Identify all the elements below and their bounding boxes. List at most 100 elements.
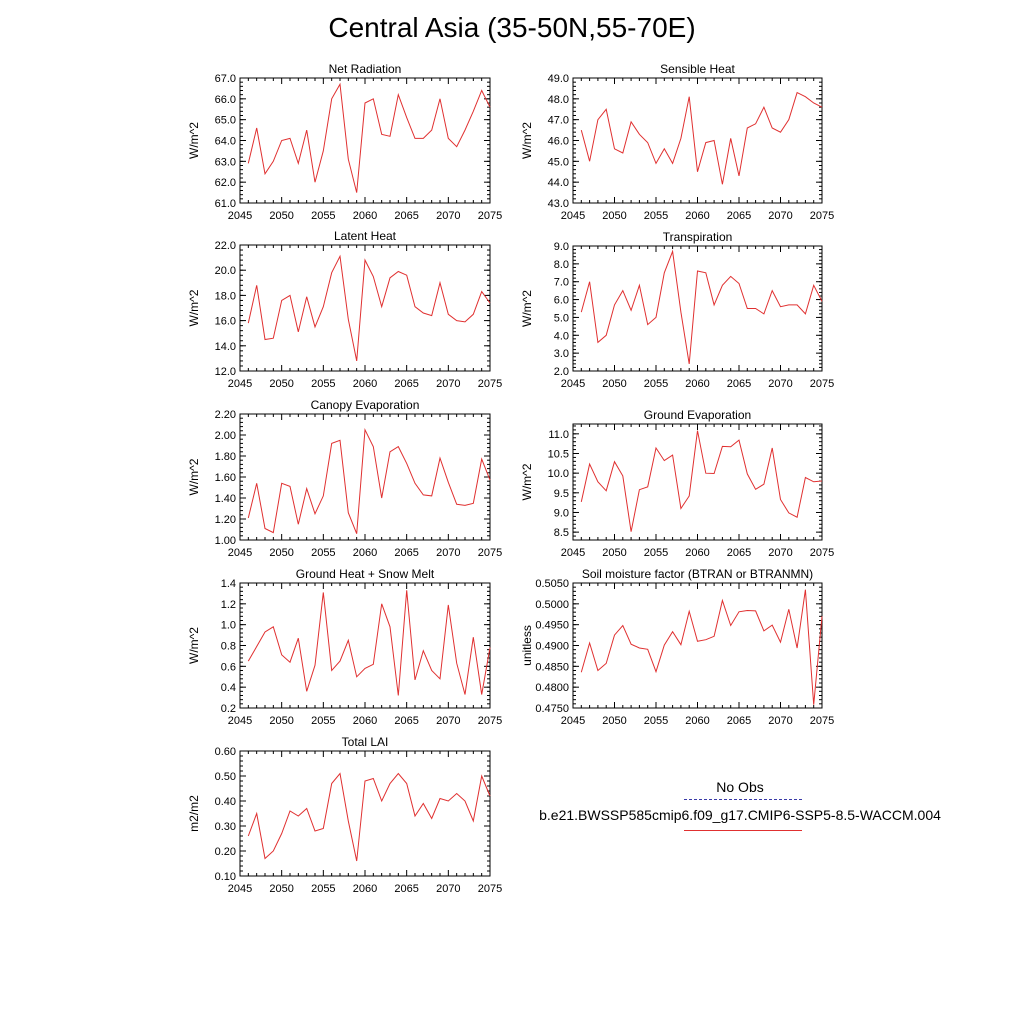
x-tick-label: 2050 xyxy=(602,210,626,222)
y-tick-label: 0.20 xyxy=(215,846,236,858)
x-tick-label: 2065 xyxy=(394,715,418,727)
y-tick-label: 8.0 xyxy=(554,259,569,271)
y-tick-label: 3.0 xyxy=(554,348,569,360)
x-tick-label: 2075 xyxy=(810,547,834,559)
x-tick-label: 2070 xyxy=(436,378,460,390)
x-tick-label: 2060 xyxy=(685,715,709,727)
x-tick-label: 2055 xyxy=(644,378,668,390)
x-tick-label: 2045 xyxy=(228,378,252,390)
y-tick-label: 0.4 xyxy=(221,682,236,694)
panel-title: Ground Evaporation xyxy=(644,408,751,422)
y-axis-label: unitless xyxy=(520,625,534,666)
y-tick-label: 14.0 xyxy=(215,341,236,353)
panel-5: Ground Evaporation W/m^2 2045 2050 2055 2060 2… xyxy=(520,408,834,559)
x-tick-label: 2045 xyxy=(228,210,252,222)
y-tick-label: 64.0 xyxy=(215,136,236,148)
x-tick-label: 2055 xyxy=(644,715,668,727)
x-tick-label: 2055 xyxy=(644,210,668,222)
y-tick-label: 1.20 xyxy=(215,514,236,526)
y-tick-label: 2.00 xyxy=(215,430,236,442)
y-tick-label: 2.0 xyxy=(554,366,569,378)
series-line xyxy=(247,427,491,534)
legend-case-label: b.e21.BWSSP585cmip6.f09_g17.CMIP6-SSP5-8… xyxy=(539,807,941,823)
x-tick-label: 2055 xyxy=(644,547,668,559)
y-tick-label: 9.5 xyxy=(554,488,569,500)
legend-case-line xyxy=(684,830,802,831)
x-tick-label: 2050 xyxy=(602,715,626,727)
x-tick-label: 2065 xyxy=(394,210,418,222)
y-tick-label: 7.0 xyxy=(554,277,569,289)
y-tick-label: 0.4750 xyxy=(535,703,569,715)
panel-1: Sensible Heat W/m^2 2045 2050 2055 2060 2065 20… xyxy=(520,62,834,222)
x-tick-label: 2050 xyxy=(602,378,626,390)
panel-title: Soil moisture factor (BTRAN or BTRANMN) xyxy=(582,567,813,581)
panel-title: Latent Heat xyxy=(334,229,397,243)
plot-frame xyxy=(572,423,823,541)
y-tick-label: 49.0 xyxy=(548,73,569,85)
panel-title: Canopy Evaporation xyxy=(311,398,420,412)
y-tick-label: 0.4950 xyxy=(535,620,569,632)
y-tick-label: 20.0 xyxy=(215,265,236,277)
panel-2: Latent Heat W/m^2 2045 2050 2055 2060 2065 2070… xyxy=(187,229,502,390)
x-tick-label: 2045 xyxy=(228,547,252,559)
panel-3: Transpiration W/m^2 2045 2050 2055 2060 2065 20… xyxy=(520,230,834,390)
panel-4: Canopy Evaporation W/m^2 2045 2050 2055 2060 2… xyxy=(187,398,502,559)
panel-title: Sensible Heat xyxy=(660,62,735,76)
x-tick-label: 2045 xyxy=(561,715,585,727)
y-tick-label: 45.0 xyxy=(548,156,569,168)
x-tick-label: 2045 xyxy=(561,210,585,222)
panel-title: Net Radiation xyxy=(329,62,402,76)
y-axis-label: W/m^2 xyxy=(187,627,201,664)
x-tick-label: 2075 xyxy=(478,715,502,727)
y-tick-label: 0.10 xyxy=(215,871,236,883)
x-tick-label: 2075 xyxy=(810,715,834,727)
y-tick-label: 0.30 xyxy=(215,821,236,833)
y-tick-label: 22.0 xyxy=(215,240,236,252)
x-tick-label: 2060 xyxy=(353,210,377,222)
y-tick-label: 63.0 xyxy=(215,156,236,168)
y-tick-label: 0.60 xyxy=(215,746,236,758)
x-tick-label: 2065 xyxy=(727,210,751,222)
y-tick-label: 46.0 xyxy=(548,136,569,148)
x-tick-label: 2055 xyxy=(311,883,335,895)
y-tick-label: 44.0 xyxy=(548,177,569,189)
y-tick-label: 5.0 xyxy=(554,312,569,324)
y-tick-label: 66.0 xyxy=(215,94,236,106)
y-tick-label: 0.5000 xyxy=(535,599,569,611)
y-axis-label: W/m^2 xyxy=(187,458,201,495)
y-axis-label: W/m^2 xyxy=(520,290,534,327)
plot-frame xyxy=(572,582,823,709)
y-axis-label: W/m^2 xyxy=(187,122,201,159)
x-tick-label: 2055 xyxy=(311,378,335,390)
plot-frame xyxy=(239,77,491,204)
x-tick-label: 2065 xyxy=(727,378,751,390)
y-tick-label: 0.40 xyxy=(215,796,236,808)
y-tick-label: 43.0 xyxy=(548,198,569,210)
x-tick-label: 2045 xyxy=(228,715,252,727)
y-tick-label: 1.00 xyxy=(215,535,236,547)
x-tick-label: 2060 xyxy=(353,883,377,895)
legend-obs-label: No Obs xyxy=(716,779,764,795)
x-tick-label: 2060 xyxy=(353,715,377,727)
y-axis-label: W/m^2 xyxy=(520,122,534,159)
y-axis-label: W/m^2 xyxy=(187,289,201,326)
y-tick-label: 0.4900 xyxy=(535,641,569,653)
y-tick-label: 0.4800 xyxy=(535,682,569,694)
y-tick-label: 11.0 xyxy=(548,429,569,441)
x-tick-label: 2065 xyxy=(394,547,418,559)
series-line xyxy=(580,589,823,705)
x-tick-label: 2070 xyxy=(436,715,460,727)
x-tick-label: 2065 xyxy=(727,715,751,727)
series-line xyxy=(247,82,491,193)
x-tick-label: 2070 xyxy=(436,210,460,222)
x-tick-label: 2060 xyxy=(685,547,709,559)
x-tick-label: 2075 xyxy=(478,883,502,895)
x-tick-label: 2050 xyxy=(269,547,293,559)
y-tick-label: 9.0 xyxy=(554,241,569,253)
x-tick-label: 2045 xyxy=(561,547,585,559)
panel-8: Total LAI m2/m2 2045 2050 2055 2060 2065 2070 20… xyxy=(187,735,502,895)
x-tick-label: 2045 xyxy=(228,883,252,895)
legend-obs-line xyxy=(684,799,802,800)
x-tick-label: 2050 xyxy=(269,210,293,222)
y-tick-label: 65.0 xyxy=(215,115,236,127)
